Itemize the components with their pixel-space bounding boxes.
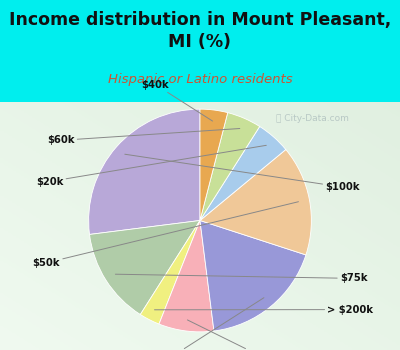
Text: Income distribution in Mount Pleasant,
MI (%): Income distribution in Mount Pleasant, M…	[9, 10, 391, 51]
Text: > $200k: > $200k	[154, 304, 373, 315]
Wedge shape	[90, 220, 200, 315]
Wedge shape	[200, 113, 260, 220]
Text: $30k: $30k	[188, 320, 275, 350]
Wedge shape	[200, 149, 311, 255]
Wedge shape	[200, 220, 306, 331]
Text: Hispanic or Latino residents: Hispanic or Latino residents	[108, 73, 292, 86]
Wedge shape	[140, 220, 200, 324]
Text: $60k: $60k	[47, 128, 240, 145]
Wedge shape	[89, 109, 200, 234]
Text: $10k: $10k	[158, 298, 264, 350]
Text: $40k: $40k	[142, 80, 212, 121]
Text: $50k: $50k	[32, 202, 298, 268]
Wedge shape	[159, 220, 214, 332]
Text: $75k: $75k	[115, 273, 368, 284]
Wedge shape	[200, 109, 228, 220]
Wedge shape	[200, 126, 286, 220]
Text: $100k: $100k	[125, 154, 360, 192]
Text: $20k: $20k	[36, 145, 266, 187]
Text: ⓘ City-Data.com: ⓘ City-Data.com	[276, 114, 348, 123]
